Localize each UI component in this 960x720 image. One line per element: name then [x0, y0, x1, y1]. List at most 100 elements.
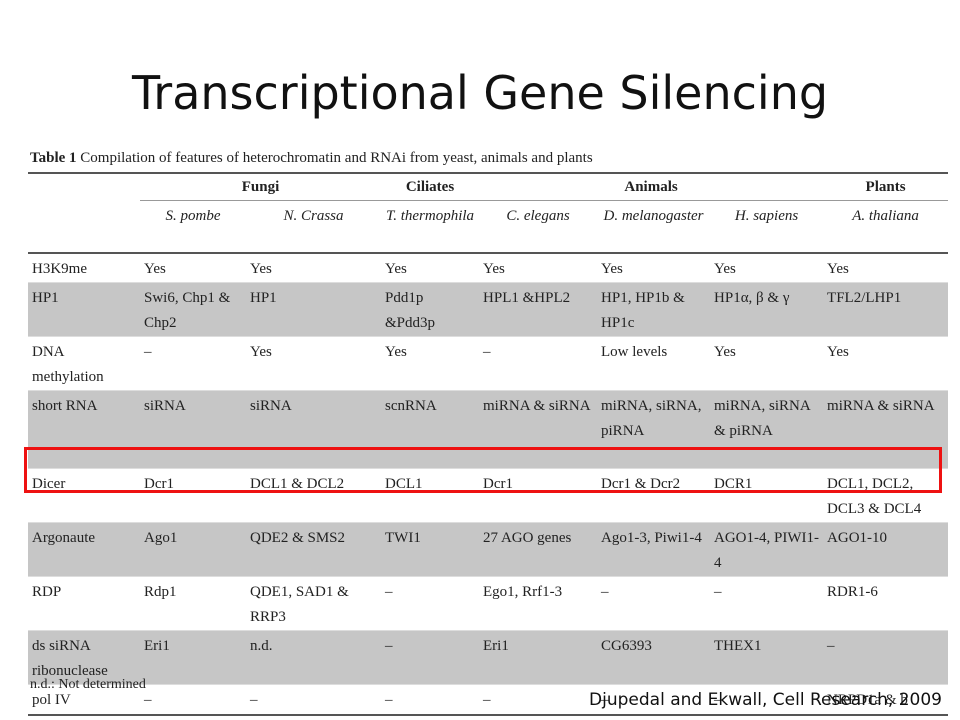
table-cell: siRNA [140, 390, 246, 469]
table-cell: Yes [381, 253, 480, 283]
table-cell: HPL1 &HPL2 [479, 282, 598, 337]
group-header-row: Fungi Ciliates Animals Plants [28, 172, 949, 201]
caption-text: Compilation of features of heterochromat… [80, 150, 593, 166]
slide-title: Transcriptional Gene Silencing [131, 66, 829, 120]
table-row: Dicer Dcr1 DCL1 & DCL2 DCL1 Dcr1 Dcr1 & Dcr2 D… [28, 468, 949, 523]
footnote: n.d.: Not determined [30, 677, 146, 692]
group-ciliates: Ciliates [381, 172, 480, 201]
group-fungi: Fungi [140, 172, 382, 201]
row-feature: H3K9me [28, 253, 140, 283]
species-n-crassa: N. Crassa [246, 200, 382, 254]
species-s-pombe: S. pombe [140, 200, 246, 254]
table-cell: DCL1 [381, 468, 480, 523]
species-header-row: S. pombe N. Crassa T. thermophila C. ele… [28, 200, 949, 254]
table-cell: AGO1-4, PIWI1-4 [710, 522, 824, 577]
dicer-row-highlight [24, 447, 942, 493]
table-cell: – [381, 630, 480, 685]
table-cell: – [479, 336, 598, 391]
species-d-melanogaster: D. melanogaster [597, 200, 711, 254]
table-cell: – [381, 576, 480, 631]
row-feature: ds siRNA ribonuclease [28, 630, 140, 685]
table-cell: Yes [479, 253, 598, 283]
table-cell: AGO1-10 [823, 522, 949, 577]
table-cell: – [710, 684, 824, 716]
row-feature: HP1 [28, 282, 140, 337]
row-feature: RDP [28, 576, 140, 631]
table-cell: Yes [823, 253, 949, 283]
table-cell: Yes [597, 253, 711, 283]
table-cell: Yes [823, 336, 949, 391]
table-cell: Pdd1p &Pdd3p [381, 282, 480, 337]
table-cell: miRNA, siRNA, piRNA [597, 390, 711, 469]
table-cell: 27 AGO genes [479, 522, 598, 577]
table-row: DNA methylation – Yes Yes – Low levels Yes Yes [28, 336, 949, 391]
table-cell: Rdp1 [140, 576, 246, 631]
features-table: Fungi Ciliates Animals Plants S. pombe N… [28, 172, 949, 716]
row-feature: pol IV [28, 684, 140, 716]
table-cell: miRNA, siRNA & piRNA [710, 390, 824, 469]
table-row: ds siRNA ribonuclease Eri1 n.d. – Eri1 CG6393… [28, 630, 949, 685]
table-cell: – [246, 684, 382, 716]
table-cell: Swi6, Chp1 & Chp2 [140, 282, 246, 337]
table-row: HP1 Swi6, Chp1 & Chp2 HP1 Pdd1p &Pdd3p HPL1 … [28, 282, 949, 337]
table-cell: – [597, 576, 711, 631]
table-cell: siRNA [246, 390, 382, 469]
species-blank [28, 200, 140, 254]
table-cell: miRNA & siRNA [823, 390, 949, 469]
table-cell: TFL2/LHP1 [823, 282, 949, 337]
table-cell: Yes [246, 336, 382, 391]
group-blank [28, 172, 140, 201]
table-row: short RNA siRNA siRNA scnRNA miRNA & siRNA mi… [28, 390, 949, 469]
row-feature: DNA methylation [28, 336, 140, 391]
caption-label: Table 1 [30, 150, 77, 166]
table-cell: – [597, 684, 711, 716]
table-row: RDP Rdp1 QDE1, SAD1 & RRP3– Ego1, Rrf1-3– – R… [28, 576, 949, 631]
table-cell: Yes [710, 253, 824, 283]
table-cell: – [140, 336, 246, 391]
table-cell: TWI1 [381, 522, 480, 577]
citation-credit: Djupedal and Ekwall, Cell Research, 2009 [589, 690, 942, 710]
table-cell: Dcr1 & Dcr2 [597, 468, 711, 523]
species-t-thermophila: T. thermophila [381, 200, 480, 254]
row-feature: Argonaute [28, 522, 140, 577]
table-cell: scnRNA [381, 390, 480, 469]
table-cell: Yes [710, 336, 824, 391]
group-plants: Plants [823, 172, 949, 201]
table-cell: QDE2 & SMS2 [246, 522, 382, 577]
table-cell: HP1α, β & γ [710, 282, 824, 337]
species-c-elegans: C. elegans [479, 200, 598, 254]
table-row: Argonaute Ago1 QDE2 & SMS2 TWI1 27 AGO genes… [28, 522, 949, 577]
table-caption: Table 1 Compilation of features of heter… [30, 150, 593, 167]
table-cell: Ago1-3, Piwi1-4 [597, 522, 711, 577]
table-cell: Ago1 [140, 522, 246, 577]
table-cell: – [381, 684, 480, 716]
table-cell: DCL1, DCL2, DCL3 & DCL4 [823, 468, 949, 523]
table-cell: NRPD1a & b [823, 684, 949, 716]
table-cell: Eri1 [479, 630, 598, 685]
table-cell: n.d. [246, 630, 382, 685]
table-cell: Ego1, Rrf1-3 [479, 576, 598, 631]
row-feature: short RNA [28, 390, 140, 469]
table-cell: – [140, 684, 246, 716]
table-cell: Low levels [597, 336, 711, 391]
table-cell: QDE1, SAD1 & RRP3 [246, 576, 382, 631]
table-row: pol IV – – – – – – NRPD1a & b [28, 684, 949, 716]
table-cell: DCR1 [710, 468, 824, 523]
species-a-thaliana: A. thaliana [823, 200, 949, 254]
table-cell: – [479, 684, 598, 716]
group-animals: Animals [479, 172, 824, 201]
table-cell: HP1, HP1b & HP1c [597, 282, 711, 337]
table-row: H3K9me Yes Yes Yes Yes Yes Yes Yes [28, 253, 949, 283]
table-cell: Dcr1 [479, 468, 598, 523]
table-cell: THEX1 [710, 630, 824, 685]
table-cell: Yes [140, 253, 246, 283]
table-cell: Dcr1 [140, 468, 246, 523]
table-cell: CG6393 [597, 630, 711, 685]
table-cell: – [710, 576, 824, 631]
table-body: H3K9me Yes Yes Yes Yes Yes Yes Yes HP1 Swi6, Chp1… [28, 253, 949, 716]
table-cell: miRNA & siRNA [479, 390, 598, 469]
table-cell: HP1 [246, 282, 382, 337]
row-feature: Dicer [28, 468, 140, 523]
table-cell: Yes [246, 253, 382, 283]
table-cell: Eri1 [140, 630, 246, 685]
